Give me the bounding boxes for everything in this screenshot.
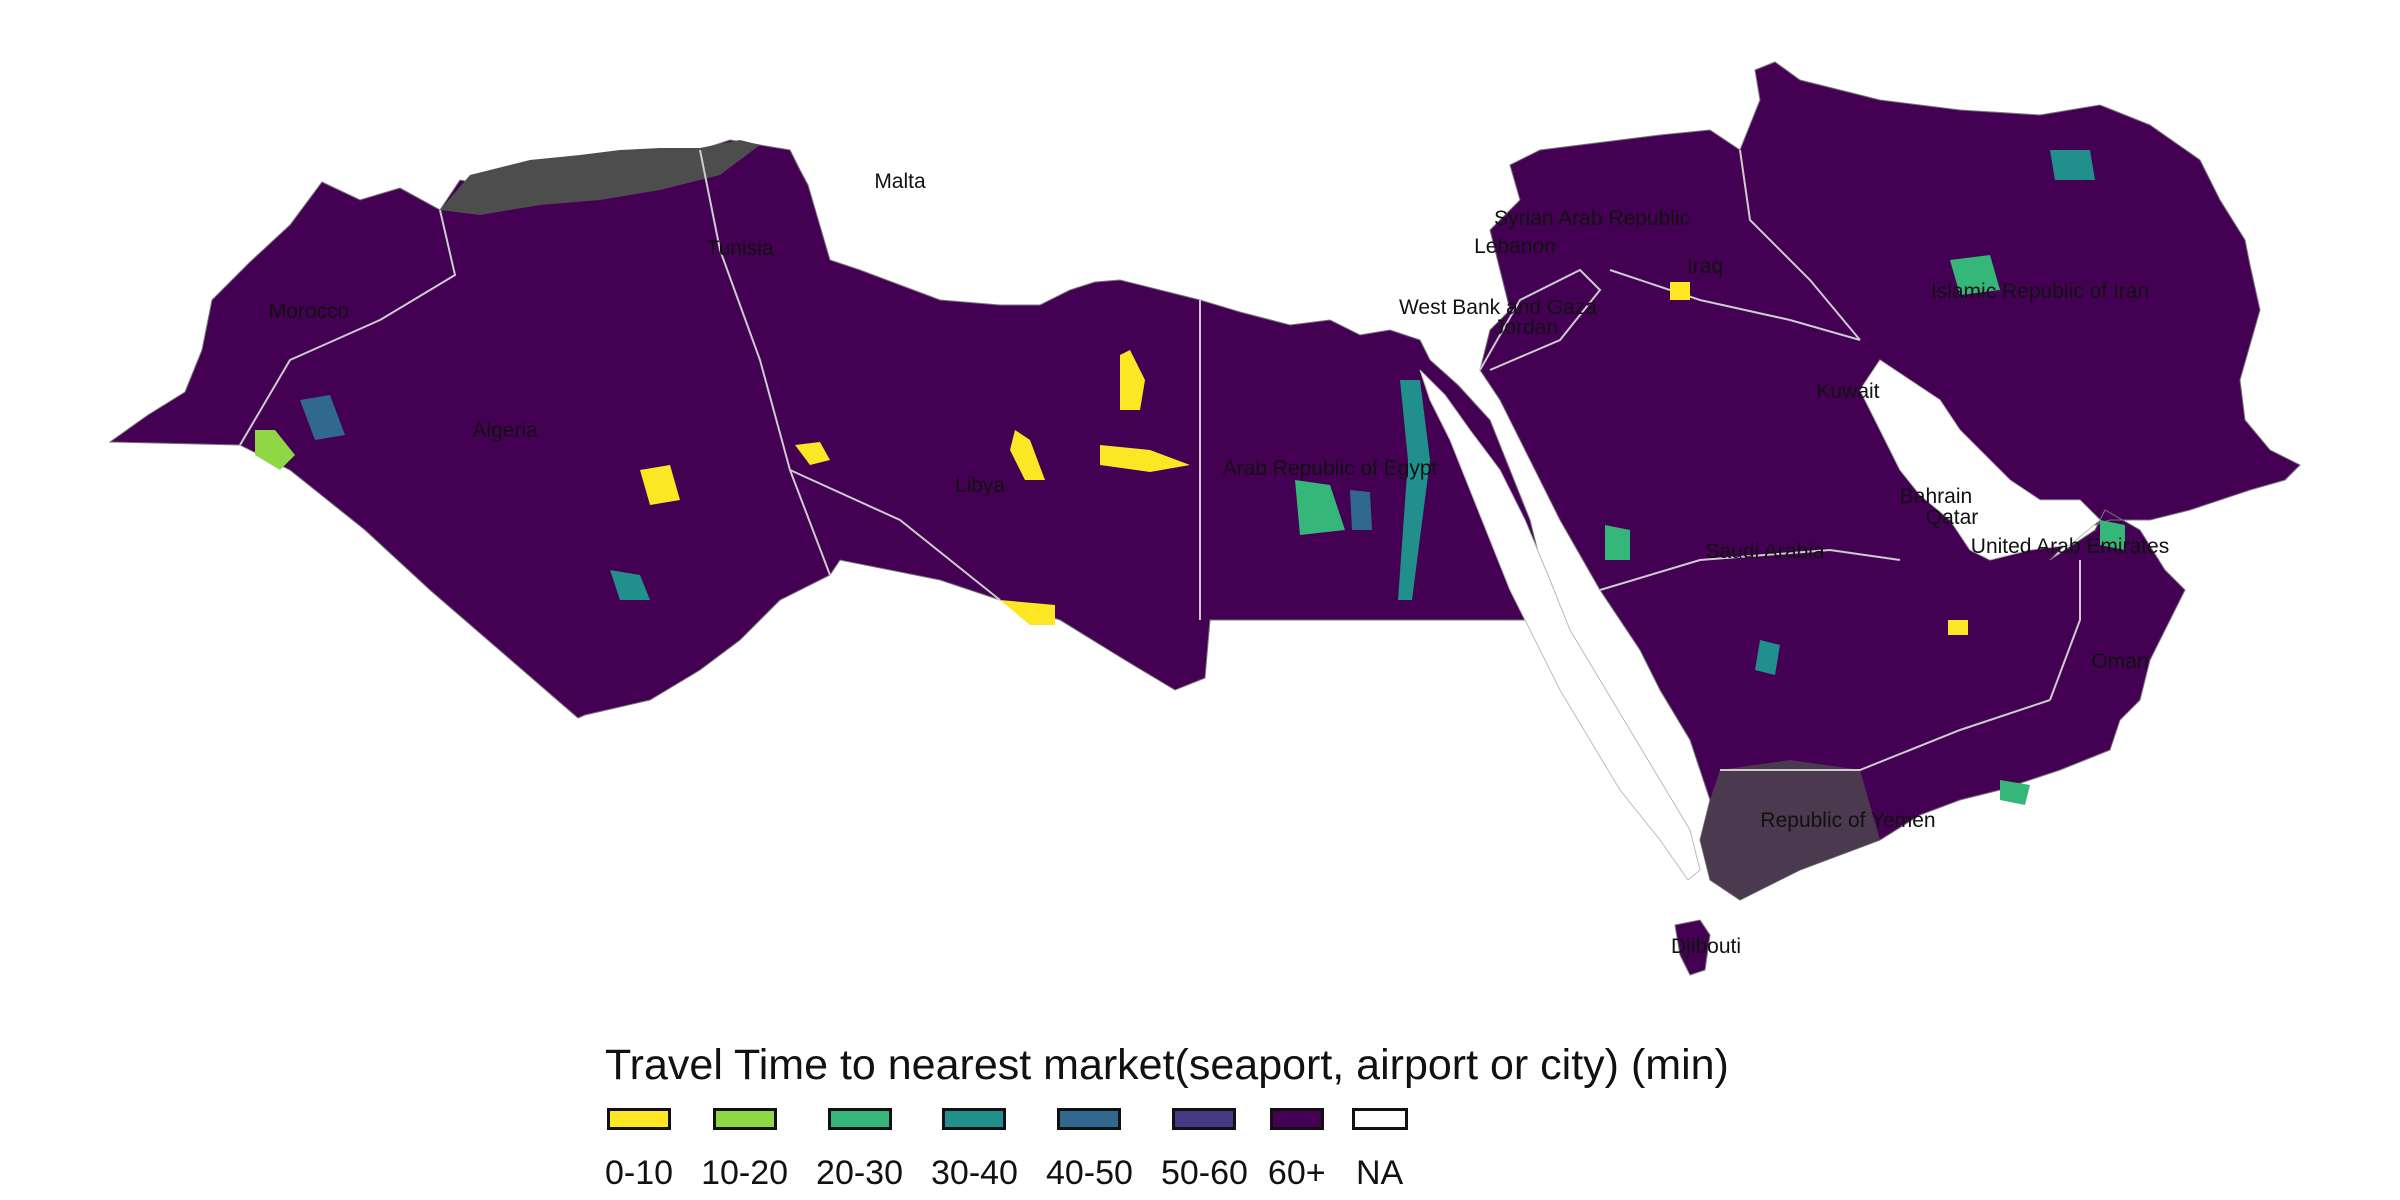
middle-east-landmass (1479, 61, 2301, 901)
country-borders (239, 149, 2081, 771)
yemen-na (1700, 760, 1880, 900)
label-tunisia: Tunisia (707, 237, 774, 260)
legend-label: 20-30 (816, 1154, 903, 1192)
legend-swatch (942, 1108, 1007, 1130)
legend-swatch (607, 1108, 672, 1130)
legend-label: 10-20 (701, 1154, 789, 1192)
patch-yemen-1 (2000, 780, 2030, 805)
legend-swatch (712, 1108, 777, 1130)
patch-libya-5 (795, 442, 830, 465)
legend-label: 30-40 (931, 1154, 1018, 1192)
travel-time-map: Morocco Algeria Tunisia Malta Libya Arab… (108, 61, 2301, 976)
patch-iran-2 (2050, 150, 2095, 180)
patch-libya-1 (1120, 350, 1145, 410)
label-qatar: Qatar (1926, 506, 1979, 529)
legend-item: 10-20 (701, 1108, 788, 1193)
travel-time-patches (255, 150, 2125, 805)
patch-egypt-2 (1350, 490, 1372, 530)
legend-label: 0-10 (605, 1154, 674, 1192)
patch-algeria-1 (640, 465, 680, 505)
label-algeria: Algeria (472, 419, 538, 442)
label-djibouti: Djibouti (1671, 935, 1741, 958)
legend-label: NA (1355, 1154, 1404, 1192)
label-iraq: Iraq (1687, 255, 1723, 278)
label-iran: Islamic Republic of Iran (1931, 280, 2149, 303)
label-uae: United Arab Emirates (1971, 535, 2169, 558)
legend-swatch (1172, 1108, 1237, 1130)
label-bahrain: Bahrain (1900, 485, 1972, 508)
patch-egypt-1 (1295, 480, 1345, 535)
label-morocco: Morocco (269, 300, 350, 323)
patch-egypt-nile (1398, 380, 1430, 600)
legend-label: 60+ (1267, 1154, 1326, 1192)
map-legend: Travel Time to nearest market(seaport, a… (605, 1040, 1729, 1193)
legend-swatch (1057, 1108, 1122, 1130)
label-malta: Malta (874, 170, 926, 193)
patch-algeria-3 (300, 395, 345, 440)
persian-gulf-water (1859, 359, 2101, 561)
patch-libya-4 (1000, 600, 1055, 625)
legend-item: 20-30 (816, 1108, 903, 1193)
red-sea-water (1419, 369, 1701, 881)
legend-title: Travel Time to nearest market(seaport, a… (605, 1041, 1729, 1089)
legend-swatch (827, 1108, 892, 1130)
djibouti-landmass (1674, 919, 1711, 976)
country-labels: Morocco Algeria Tunisia Malta Libya Arab… (269, 170, 2169, 958)
label-jordan: Jordan (1494, 316, 1558, 339)
legend-label: 50-60 (1160, 1154, 1248, 1192)
legend-items: 0-10 10-20 20-30 30-40 40-50 50-60 60+ NA (605, 1108, 1729, 1193)
patch-saudi-3 (1755, 640, 1780, 675)
legend-item: 50-60 (1161, 1108, 1248, 1193)
patch-oman-1 (2100, 520, 2125, 550)
label-egypt: Arab Republic of Egypt (1223, 457, 1438, 480)
patch-iraq-1 (1670, 282, 1690, 300)
legend-label: 40-50 (1045, 1154, 1133, 1192)
label-saudi-arabia: Saudi Arabia (1705, 540, 1824, 563)
legend-item: 60+ (1268, 1108, 1326, 1193)
label-oman: Oman (2091, 650, 2148, 673)
legend-swatch (1351, 1108, 1408, 1130)
legend-item: 40-50 (1046, 1108, 1133, 1193)
legend-swatch (1269, 1108, 1324, 1130)
label-kuwait: Kuwait (1816, 380, 1879, 403)
legend-item: 30-40 (931, 1108, 1018, 1193)
patch-libya-3 (1100, 445, 1190, 472)
north-africa-landmass (108, 139, 1556, 719)
patch-saudi-2 (1605, 525, 1630, 560)
patch-algeria-4 (610, 570, 650, 600)
label-libya: Libya (955, 474, 1006, 497)
label-yemen: Republic of Yemen (1760, 809, 1935, 832)
patch-iran-1 (1950, 255, 2000, 295)
label-west-bank-gaza: West Bank and Gaza (1399, 296, 1597, 319)
patch-saudi-1 (1948, 620, 1968, 635)
patch-algeria-2 (255, 430, 295, 470)
legend-item: 0-10 (605, 1108, 673, 1193)
legend-item: NA (1351, 1108, 1408, 1193)
patch-libya-2 (1010, 430, 1045, 480)
algeria-coast-na (440, 140, 760, 215)
label-syria: Syrian Arab Republic (1494, 207, 1690, 230)
label-lebanon: Lebanon (1474, 235, 1556, 258)
